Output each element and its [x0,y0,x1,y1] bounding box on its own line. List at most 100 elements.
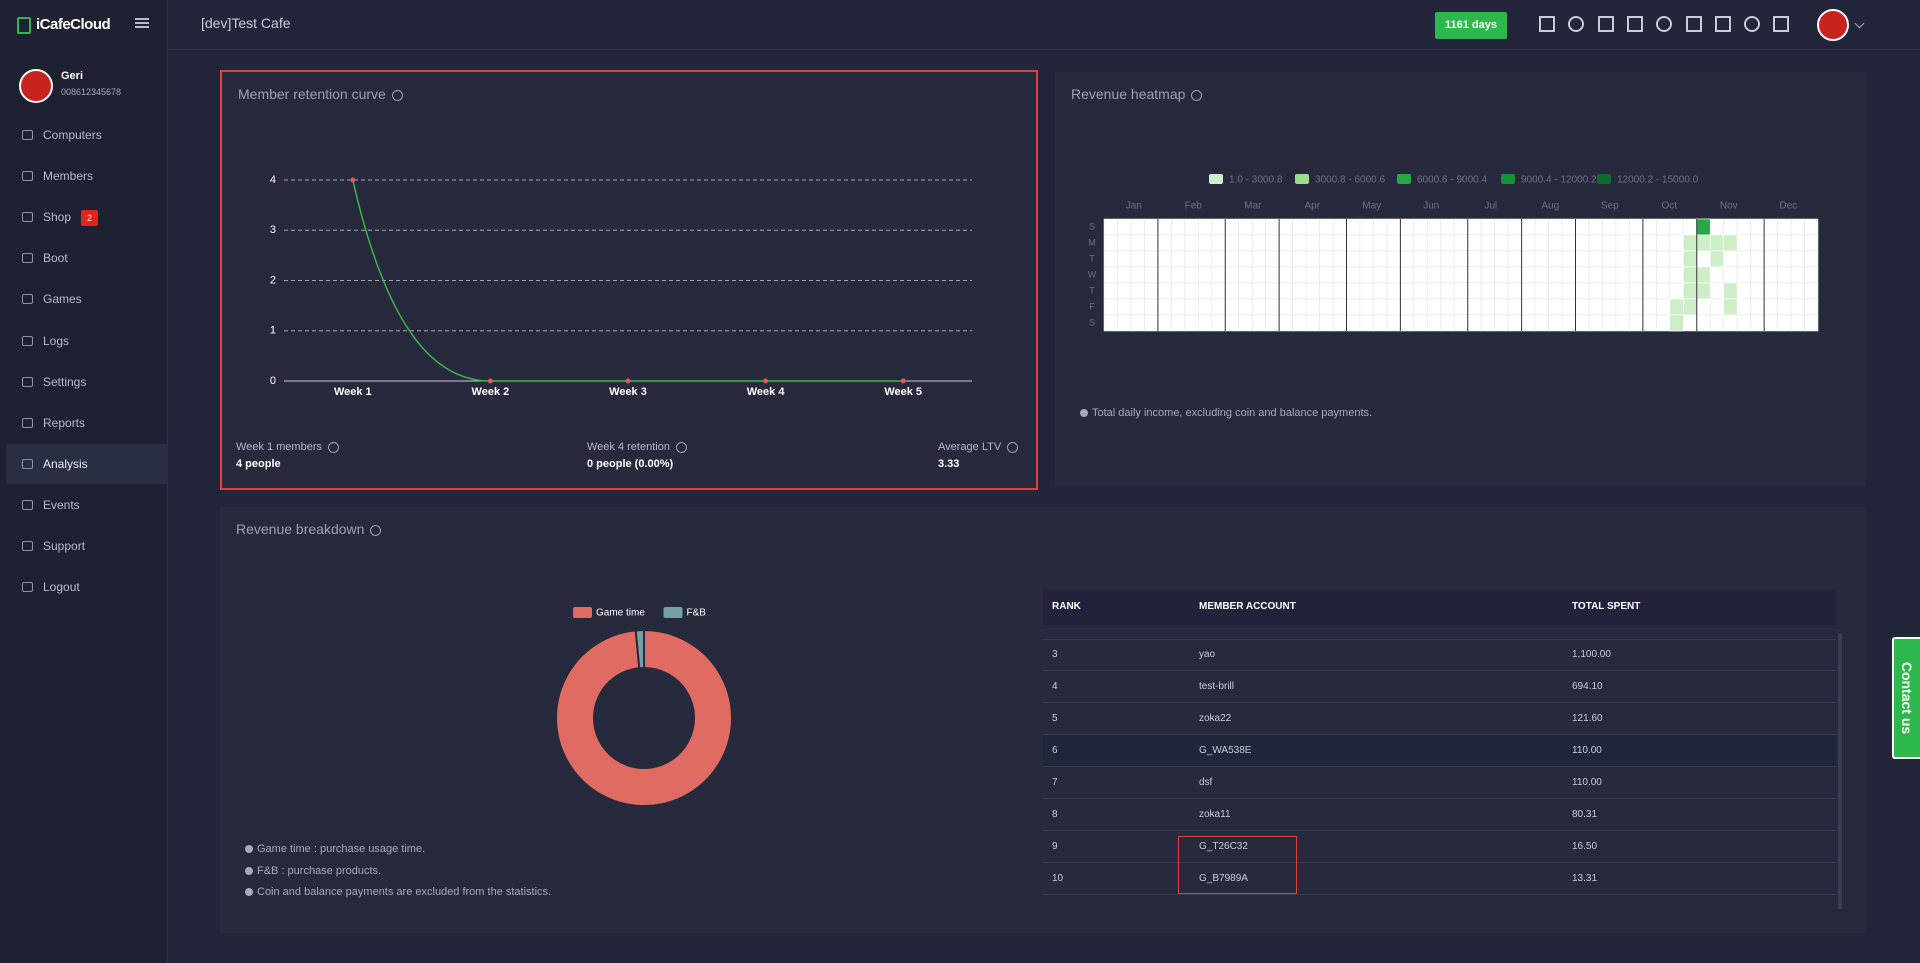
legend-swatch[interactable] [1397,174,1411,184]
days-button[interactable]: 1161 days [1435,12,1507,39]
table-cell: 10 [1052,873,1064,884]
header-icon[interactable] [1685,16,1702,32]
pie-slice[interactable] [634,628,645,670]
menu-label[interactable]: Computers [43,128,102,142]
legend-swatch[interactable] [1209,174,1223,184]
user-avatar[interactable] [19,69,53,103]
empty-cell [1413,298,1428,316]
menu-label[interactable]: Members [43,169,94,184]
menu-label[interactable]: Reports [43,415,86,430]
info-icon [245,845,253,853]
table-cell: 1,100.00 [1572,649,1611,660]
empty-cell [1575,314,1590,332]
table-row[interactable]: 8 zoka11 80.31 [1043,799,1836,831]
help-icon[interactable] [391,89,403,101]
contact-button[interactable]: Contact us [1892,637,1920,759]
empty-cell [1534,234,1549,252]
menu-label[interactable]: Logs [43,333,70,348]
menu-item[interactable]: Logout [6,567,168,607]
empty-cell [1440,298,1455,316]
menu-item[interactable]: Shop 2 [6,197,168,237]
table-cell: zoka11 [1199,809,1231,820]
help-icon[interactable] [328,441,339,453]
menu-item[interactable]: Logs [6,321,168,361]
help-icon[interactable] [675,441,687,453]
header-icon[interactable] [1597,16,1614,32]
empty-cell [1521,298,1536,316]
menu-item[interactable]: Settings [6,362,168,402]
empty-cell [1804,250,1819,268]
header-icon[interactable] [1744,16,1761,32]
table-row[interactable]: 6 G_WA538E 110.00 [1043,735,1836,767]
heatmap-cell [1682,234,1698,252]
empty-cell [1373,314,1388,332]
menu-label[interactable]: Shop [43,210,72,225]
table-row[interactable]: 9 G_T26C32 16.50 [1043,831,1836,863]
help-icon[interactable] [1191,89,1203,101]
empty-cell [1561,282,1576,300]
header-icon[interactable] [1714,16,1731,32]
menu-item[interactable]: Members [6,156,168,196]
y-tick-label: 3 [270,224,276,236]
empty-cell [1427,314,1442,332]
legend-label[interactable]: 1.0 - 3000.8 [1229,175,1283,186]
legend-swatch[interactable] [663,607,683,618]
empty-cell [1709,218,1724,236]
empty-cell [1130,298,1145,316]
empty-cell [1198,250,1213,268]
avatar-chevron[interactable] [1854,18,1865,29]
legend-label[interactable]: F&B [687,608,707,619]
legend-label[interactable]: 3000.8 - 6000.6 [1315,175,1385,186]
empty-cell [1224,298,1240,316]
pie-slice[interactable] [555,628,733,807]
empty-cell [1507,314,1522,332]
header-icon[interactable] [1656,16,1673,32]
menu-item[interactable]: Analysis [6,443,168,484]
empty-cell [1171,266,1186,284]
brand[interactable]: iCafeCloud [36,16,111,33]
header-icon[interactable] [1626,16,1643,32]
contact-text[interactable]: Contact us [1899,661,1915,735]
table-row[interactable]: 10 G_B7989A 13.31 [1043,863,1836,895]
menu-item[interactable]: Computers [6,115,168,155]
scrollbar[interactable] [1838,633,1842,909]
menu-label[interactable]: Settings [43,374,87,389]
empty-cell [1696,298,1711,316]
legend-label[interactable]: 12000.2 - 15000.0 [1617,175,1699,186]
legend-label[interactable]: 9000.4 - 12000.2 [1521,175,1597,186]
legend-swatch[interactable] [573,607,592,618]
legend-swatch[interactable] [1295,174,1309,184]
menu-item[interactable]: Boot [6,238,168,278]
header-icon[interactable] [1568,16,1585,32]
legend-swatch[interactable] [1597,174,1611,184]
table-row[interactable]: 4 test-brill 694.10 [1043,671,1836,703]
menu-label[interactable]: Games [43,292,82,307]
menu-item[interactable]: Support [6,526,168,566]
empty-cell [1602,282,1617,300]
legend-label[interactable]: 6000.6 - 9000.4 [1417,175,1487,186]
table-row[interactable]: 7 dsf 110.00 [1043,767,1836,799]
empty-cell [1790,250,1805,268]
table-row[interactable]: 5 zoka22 121.60 [1043,703,1836,735]
menu-label[interactable]: Logout [43,580,80,595]
menu-label[interactable]: Boot [43,251,68,266]
empty-cell [1238,234,1253,252]
header-icon[interactable] [1539,16,1555,32]
table-row[interactable]: 3 yao 1,100.00 [1043,639,1836,671]
menu-label[interactable]: Analysis [43,456,88,471]
empty-cell [1211,298,1226,316]
menu-item[interactable]: Events [6,485,168,525]
menu-item[interactable]: Games [6,279,168,319]
empty-cell [1238,298,1253,316]
header-icon[interactable] [1773,16,1790,32]
help-icon[interactable] [1007,441,1019,453]
menu-item[interactable]: Reports [6,403,168,443]
menu-label[interactable]: Support [43,539,86,553]
header-avatar[interactable] [1817,9,1849,41]
legend-swatch[interactable] [1501,174,1515,184]
help-icon[interactable] [370,524,382,536]
menu-label[interactable]: Events [43,497,80,512]
menu-toggle[interactable] [135,18,149,28]
legend-label[interactable]: Game time [596,608,645,619]
empty-cell [1750,250,1765,268]
